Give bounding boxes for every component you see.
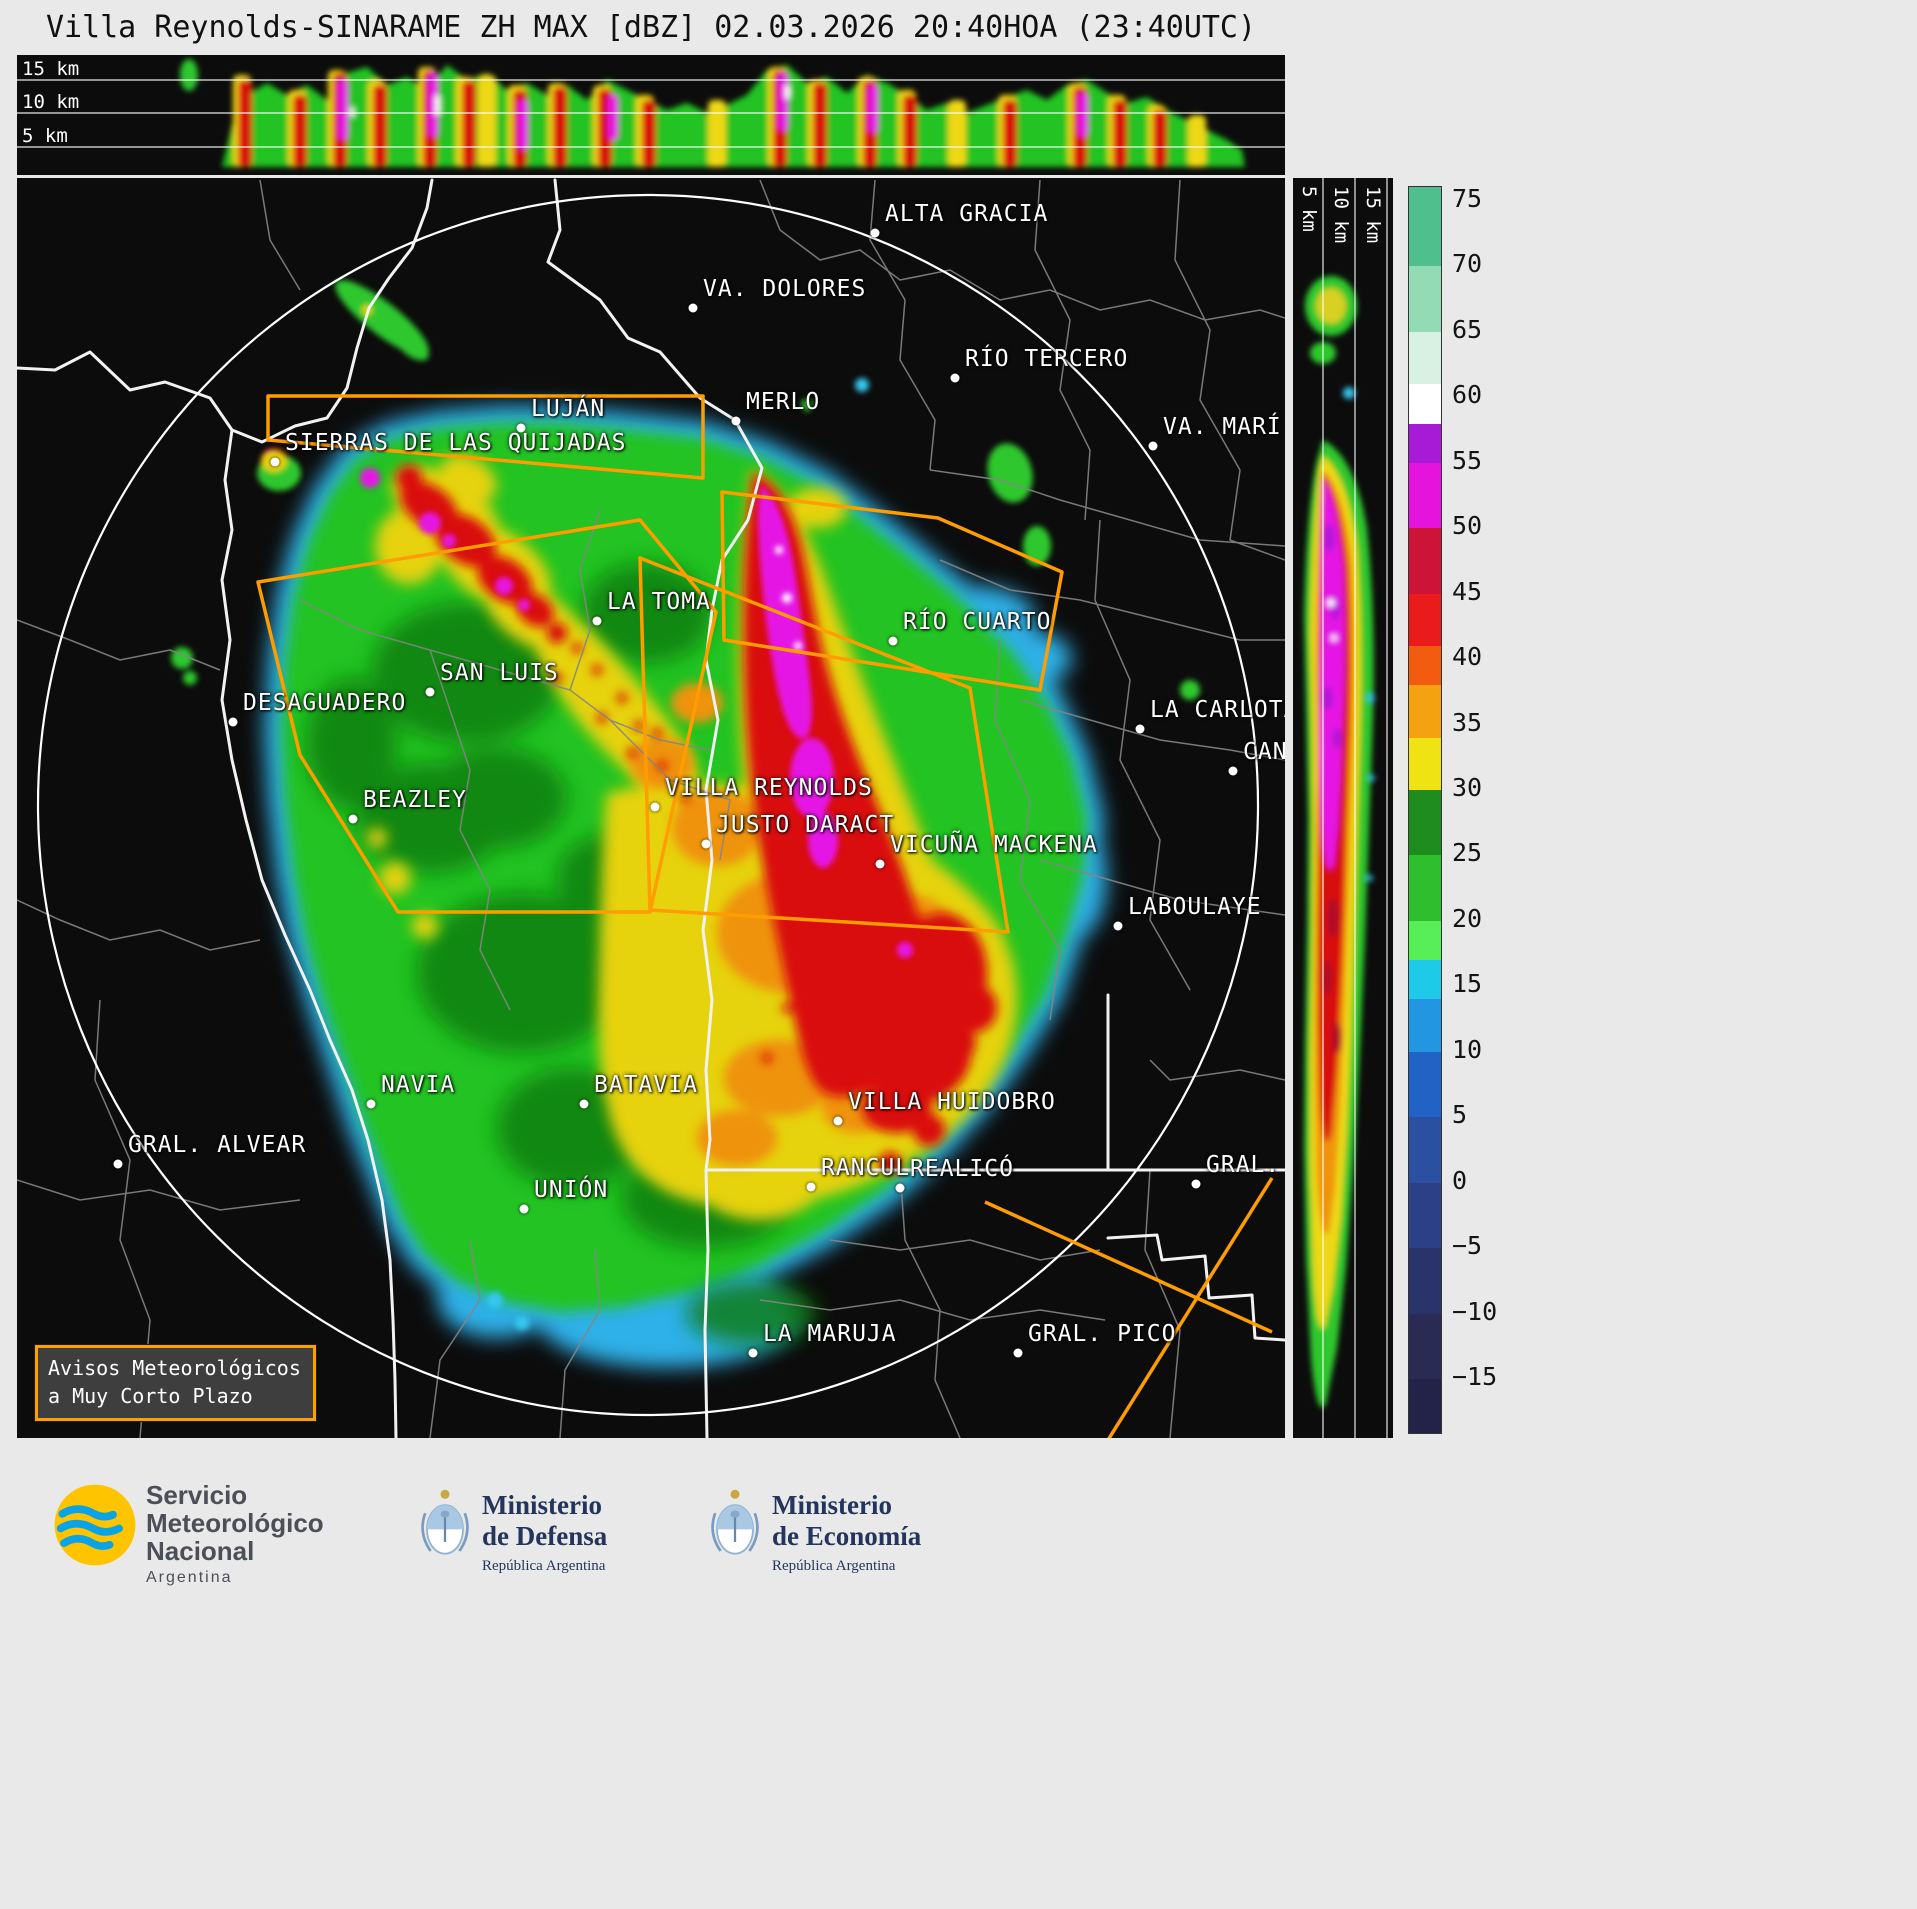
radar-map-panel: ALTA GRACIA VA. DOLORES RÍO TERCERO MERLO LU…	[17, 178, 1285, 1438]
colorbar-tick: 20	[1452, 903, 1483, 933]
defensa-sub: República Argentina	[482, 1558, 606, 1575]
warning-polygons	[256, 394, 1274, 1438]
colorbar-band	[1409, 201, 1441, 268]
smn-line1: Servicio	[146, 1480, 248, 1510]
colorbar-band	[1409, 1182, 1441, 1249]
colorbar-band	[1409, 266, 1441, 333]
warning-polygon	[720, 490, 1064, 692]
smn-wordmark: Servicio Meteorológico Nacional Argentin…	[146, 1480, 324, 1587]
economia-sub: República Argentina	[772, 1558, 896, 1575]
dbz-colorbar	[1408, 186, 1442, 1434]
colorbar-tick: 75	[1452, 184, 1483, 214]
colorbar-tick: 35	[1452, 707, 1483, 737]
defensa-line2: de Defensa	[482, 1521, 608, 1552]
colorbar-tick: 65	[1452, 314, 1483, 344]
altitude-label-5km: 5 km	[1298, 186, 1320, 232]
colorbar-band	[1409, 1313, 1441, 1380]
colorbar-band	[1409, 331, 1441, 386]
economia-line1: Ministerio	[772, 1490, 892, 1520]
ns-cross-section-panel: 5 km 10 km 15 km	[1293, 178, 1393, 1438]
altitude-gridlines	[17, 79, 1285, 148]
radar-map-canvas	[17, 178, 1285, 1438]
colorbar-tick: 15	[1452, 969, 1483, 999]
ns-echo	[1304, 276, 1375, 1408]
title-text: Villa Reynolds-SINARAME ZH MAX [dBZ] 02.…	[45, 9, 1257, 45]
colorbar-band	[1409, 920, 1441, 961]
colorbar-band	[1409, 737, 1441, 791]
colorbar-tick: 40	[1452, 642, 1483, 672]
colorbar-tick: 10	[1452, 1034, 1483, 1064]
economia-wordmark: Ministerio de Economía República Argenti…	[772, 1490, 921, 1575]
colorbar-band	[1409, 685, 1441, 739]
colorbar-band	[1409, 1248, 1441, 1315]
smn-logo	[54, 1484, 136, 1566]
colorbar-tick: 50	[1452, 511, 1483, 541]
colorbar-band	[1409, 855, 1441, 922]
warning-legend: Avisos Meteorológicos a Muy Corto Plazo	[35, 1345, 316, 1421]
colorbar-tick: 5	[1452, 1100, 1468, 1130]
colorbar-band	[1409, 593, 1441, 647]
defensa-line1: Ministerio	[482, 1490, 602, 1520]
warning-line	[984, 1200, 1273, 1334]
warning-legend-line1: Avisos Meteorológicos	[48, 1356, 301, 1380]
defensa-wordmark: Ministerio de Defensa República Argentin…	[482, 1490, 607, 1575]
colorbar-band	[1409, 384, 1441, 425]
altitude-label-15km: 15 km	[22, 58, 79, 80]
colorbar-tick: −10	[1452, 1296, 1498, 1326]
altitude-gridlines	[1322, 178, 1388, 1438]
radar-echo	[171, 280, 1200, 1368]
dbz-colorbar-ticks: 75 70 65 60 55 50 45 40 35 30 25 20 15 10 5 0 −5 −10 −15	[1452, 184, 1532, 1434]
colorbar-band	[1409, 1379, 1441, 1433]
colorbar-tick: 55	[1452, 445, 1483, 475]
colorbar-band	[1409, 790, 1441, 857]
altitude-label-15km: 15 km	[1362, 186, 1384, 243]
colorbar-band	[1409, 528, 1441, 595]
colorbar-tick: 70	[1452, 249, 1483, 279]
colorbar-tick: 45	[1452, 576, 1483, 606]
department-borders	[17, 179, 1285, 1438]
colorbar-tick: 0	[1452, 1165, 1468, 1195]
colorbar-band	[1409, 462, 1441, 529]
altitude-label-10km: 10 km	[22, 91, 79, 113]
colorbar-band	[1409, 960, 1441, 1001]
colorbar-band	[1409, 999, 1441, 1053]
colorbar-tick: −15	[1452, 1362, 1498, 1392]
colorbar-tick: 60	[1452, 380, 1483, 410]
warning-legend-line2: a Muy Corto Plazo	[48, 1384, 253, 1408]
ew-cross-section-canvas: 15 km 10 km 5 km	[17, 58, 1285, 167]
colorbar-band	[1409, 646, 1441, 687]
warning-line	[1107, 1177, 1274, 1438]
page-title: Villa Reynolds-SINARAME ZH MAX [dBZ] 02.…	[17, 0, 1285, 54]
ew-cross-section-panel: 15 km 10 km 5 km	[17, 55, 1285, 175]
smn-sub: Argentina	[146, 1569, 233, 1587]
warning-polygon	[266, 394, 705, 480]
warning-polygon	[256, 518, 718, 914]
colorbar-tick: 25	[1452, 838, 1483, 868]
province-borders	[17, 178, 1285, 1438]
economia-coat-of-arms	[711, 1489, 759, 1555]
altitude-label-5km: 5 km	[22, 125, 68, 147]
range-ring	[36, 193, 1260, 1417]
colorbar-tick: 30	[1452, 773, 1483, 803]
smn-line2: Meteorológico	[146, 1507, 324, 1538]
altitude-label-10km: 10 km	[1330, 186, 1352, 243]
colorbar-tick: −5	[1452, 1231, 1483, 1261]
economia-line2: de Economía	[772, 1521, 922, 1552]
ns-cross-section-canvas: 5 km 10 km 15 km	[1298, 178, 1388, 1438]
footer: Servicio Meteorológico Nacional Argentin…	[0, 1438, 1917, 1909]
colorbar-band	[1409, 1051, 1441, 1119]
warning-polygon	[638, 556, 1010, 934]
colorbar-band	[1409, 1117, 1441, 1184]
colorbar-band	[1409, 423, 1441, 464]
ew-echo	[180, 59, 1245, 167]
colorbar-band	[1409, 187, 1441, 202]
defensa-coat-of-arms	[421, 1489, 469, 1555]
smn-line3: Nacional	[146, 1535, 255, 1566]
